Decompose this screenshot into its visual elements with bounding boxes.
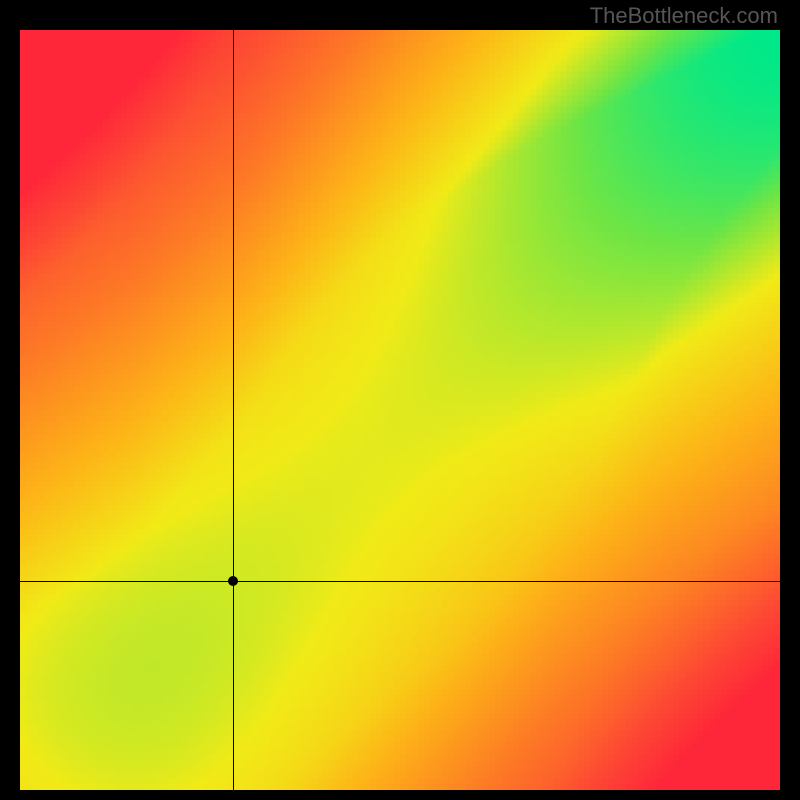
crosshair-vertical (233, 30, 234, 790)
chart-container: TheBottleneck.com (0, 0, 800, 800)
bottleneck-heatmap (20, 30, 780, 790)
data-point-marker (228, 576, 238, 586)
crosshair-horizontal (20, 581, 780, 582)
watermark-text: TheBottleneck.com (590, 3, 778, 29)
